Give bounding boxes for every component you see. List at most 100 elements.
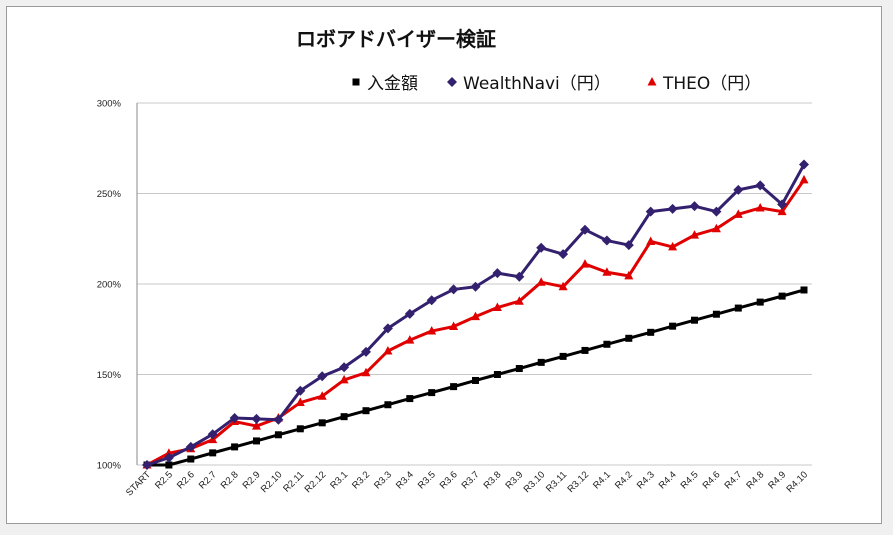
- data-point: [647, 328, 655, 336]
- series-group: [142, 159, 809, 470]
- series-line: [146, 179, 806, 467]
- data-point: [231, 443, 239, 451]
- data-point: [362, 407, 370, 415]
- x-tick-label: R2.12: [303, 469, 329, 495]
- data-point: [253, 437, 260, 445]
- data-point: [449, 321, 459, 331]
- data-point: [799, 174, 809, 184]
- x-tick-label: R2.10: [259, 469, 285, 495]
- data-point: [800, 286, 808, 294]
- legend-marker: [352, 78, 360, 86]
- data-point: [733, 184, 744, 195]
- x-tick-label: R4.6: [701, 469, 723, 491]
- data-point: [273, 414, 284, 425]
- data-point: [515, 365, 523, 373]
- legend-marker: [447, 77, 457, 87]
- x-tick-label: R3.6: [438, 469, 460, 491]
- x-tick-label: R4.8: [744, 469, 766, 491]
- data-point: [340, 413, 348, 421]
- data-point: [209, 449, 217, 457]
- data-point: [493, 371, 501, 378]
- data-point: [645, 206, 656, 217]
- data-point: [601, 235, 612, 246]
- data-point: [163, 452, 174, 463]
- series-1: [142, 159, 809, 470]
- x-tick-label: R3.10: [522, 469, 548, 495]
- data-point: [755, 202, 765, 212]
- x-tick-label: R3.2: [350, 469, 372, 491]
- x-tick-label: R3.1: [328, 469, 350, 491]
- series-2: [142, 174, 809, 469]
- data-point: [361, 346, 371, 357]
- x-tick-label: START: [124, 469, 153, 498]
- x-tick-label: R4.1: [591, 469, 613, 491]
- data-point: [624, 270, 634, 280]
- data-point: [470, 281, 481, 292]
- x-tick-label: R4.10: [784, 469, 810, 495]
- data-point: [317, 371, 328, 382]
- data-point: [756, 298, 764, 306]
- x-tick-label: R2.5: [153, 469, 175, 491]
- data-point: [558, 281, 568, 291]
- y-tick-label: 250%: [97, 189, 122, 200]
- y-tick-label: 100%: [97, 461, 122, 472]
- data-point: [295, 385, 306, 396]
- data-point: [383, 345, 393, 355]
- data-point: [450, 383, 458, 391]
- data-point: [492, 268, 503, 279]
- x-tick-label: R4.5: [679, 469, 701, 491]
- data-point: [711, 223, 721, 233]
- data-point: [185, 441, 196, 452]
- data-point: [777, 206, 787, 216]
- x-tick-label: R4.2: [613, 469, 635, 491]
- data-point: [514, 271, 525, 282]
- data-point: [384, 401, 392, 409]
- data-point: [514, 296, 524, 305]
- x-tick-label: R3.11: [544, 469, 569, 494]
- legend-marker: [647, 77, 657, 86]
- series-0: [143, 286, 808, 469]
- data-point: [734, 304, 742, 312]
- data-point: [317, 391, 327, 400]
- data-point: [623, 240, 634, 251]
- data-point: [625, 334, 633, 342]
- chart-legend: 入金額 WealthNavi（円） THEO（円）: [352, 74, 761, 94]
- data-point: [755, 180, 766, 191]
- data-point: [537, 358, 545, 366]
- data-point: [689, 201, 700, 212]
- x-tick-label: R3.5: [416, 469, 438, 491]
- data-point: [251, 413, 262, 424]
- data-point: [405, 335, 415, 344]
- x-tick-label: R3.7: [460, 469, 482, 491]
- legend-label: 入金額: [367, 74, 418, 94]
- data-point: [580, 259, 590, 268]
- data-point: [580, 224, 590, 235]
- data-point: [426, 295, 437, 306]
- data-point: [187, 455, 195, 463]
- legend-label: THEO（円）: [662, 74, 761, 94]
- data-point: [778, 292, 786, 300]
- data-point: [404, 308, 415, 319]
- data-point: [492, 302, 502, 312]
- data-point: [536, 277, 546, 286]
- data-point: [471, 311, 480, 321]
- data-point: [229, 412, 240, 423]
- data-point: [252, 421, 261, 430]
- chart-frame: [6, 6, 882, 524]
- data-point: [733, 209, 743, 218]
- data-point: [690, 230, 699, 239]
- data-point: [207, 429, 218, 440]
- x-tick-label: R3.4: [394, 469, 416, 491]
- data-point: [142, 460, 152, 470]
- data-point: [711, 206, 722, 217]
- data-point: [472, 376, 479, 384]
- data-point: [274, 431, 282, 439]
- data-point: [296, 425, 304, 433]
- data-point: [669, 322, 677, 330]
- data-point: [361, 367, 371, 377]
- data-point: [602, 267, 612, 276]
- data-point: [667, 203, 678, 214]
- y-tick-label: 200%: [97, 280, 122, 291]
- data-point: [646, 236, 656, 245]
